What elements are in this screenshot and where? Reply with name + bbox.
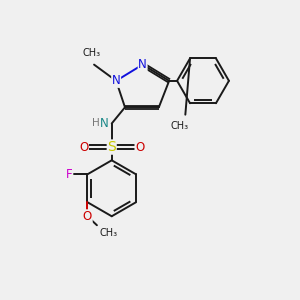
Text: O: O	[135, 141, 144, 154]
Text: CH₃: CH₃	[82, 48, 101, 58]
Text: N: N	[138, 58, 147, 71]
Text: N: N	[100, 117, 109, 130]
Text: O: O	[79, 141, 88, 154]
Text: CH₃: CH₃	[170, 121, 188, 131]
Text: N: N	[112, 74, 121, 87]
Text: S: S	[107, 140, 116, 154]
Text: O: O	[83, 210, 92, 223]
Text: F: F	[66, 168, 72, 181]
Text: H: H	[92, 118, 99, 128]
Text: CH₃: CH₃	[100, 228, 118, 238]
